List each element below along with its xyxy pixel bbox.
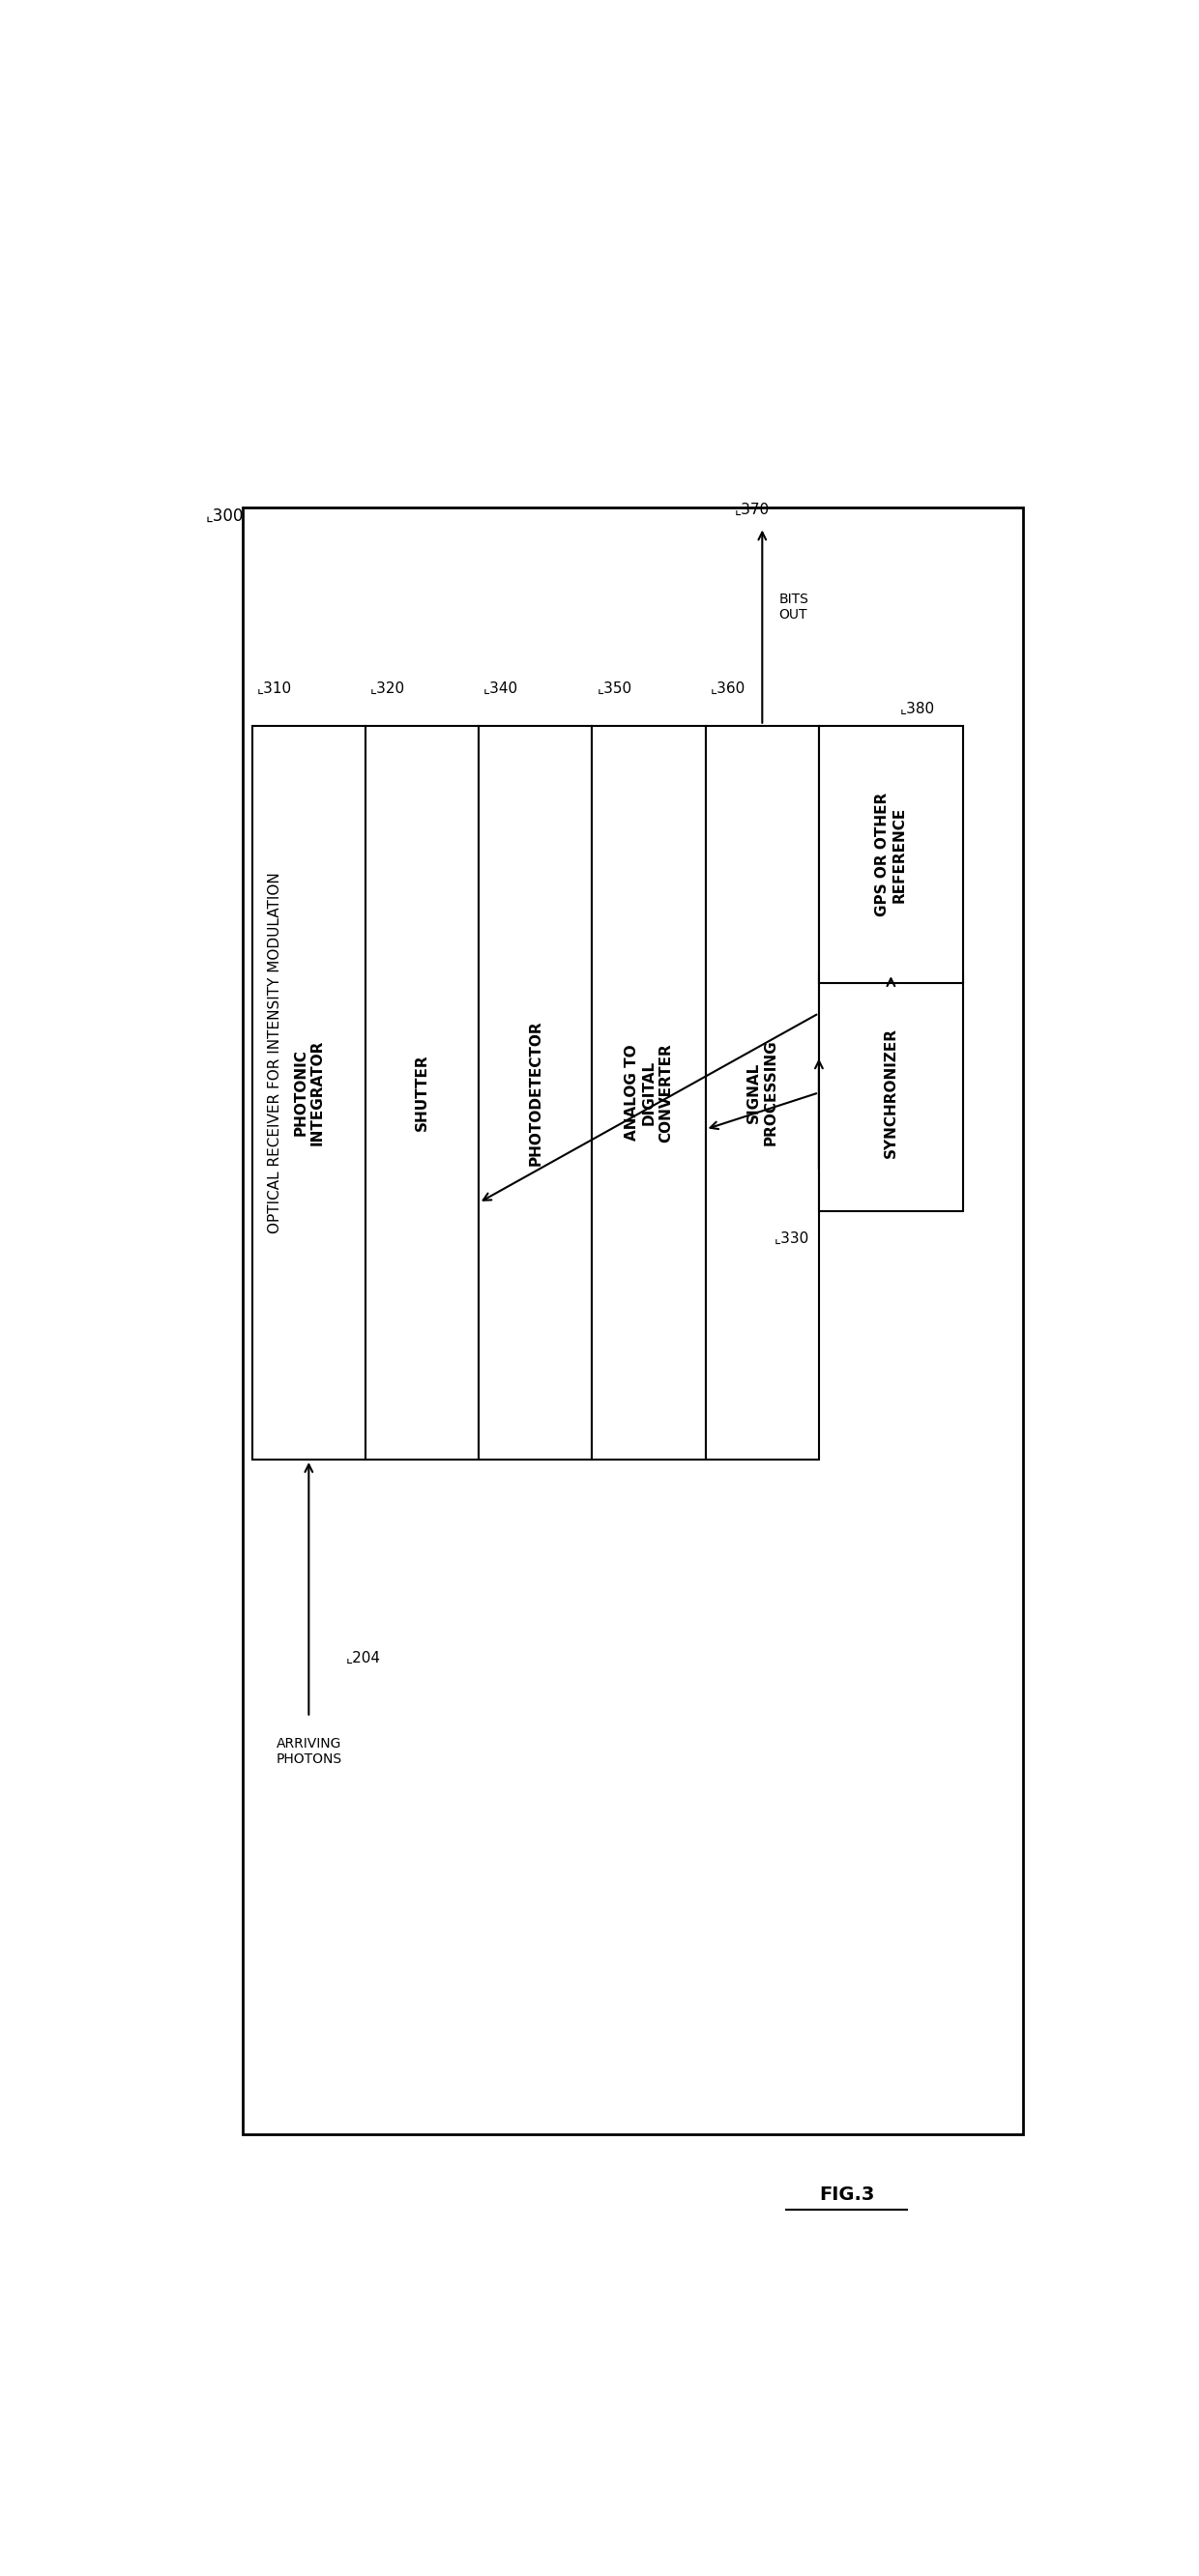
Text: GPS OR OTHER
REFERENCE: GPS OR OTHER REFERENCE bbox=[875, 793, 906, 917]
Text: ⌞310: ⌞310 bbox=[257, 683, 291, 696]
Text: ⌞370: ⌞370 bbox=[734, 502, 770, 518]
Text: BITS
OUT: BITS OUT bbox=[779, 592, 809, 621]
Text: PHOTONIC
INTEGRATOR: PHOTONIC INTEGRATOR bbox=[293, 1041, 325, 1146]
Bar bbox=[819, 726, 963, 984]
Text: ⌞380: ⌞380 bbox=[900, 701, 935, 716]
Text: ⌞204: ⌞204 bbox=[347, 1651, 381, 1664]
Bar bbox=[242, 507, 1024, 2133]
Text: ANALOG TO
DIGITAL
CONVERTER: ANALOG TO DIGITAL CONVERTER bbox=[625, 1043, 673, 1141]
Bar bbox=[819, 974, 963, 1211]
Bar bbox=[705, 726, 819, 1461]
Bar bbox=[478, 726, 592, 1461]
Text: FIG.3: FIG.3 bbox=[819, 2184, 874, 2202]
Bar bbox=[252, 726, 366, 1461]
Text: PHOTODETECTOR: PHOTODETECTOR bbox=[529, 1020, 543, 1164]
Text: ⌞320: ⌞320 bbox=[370, 683, 405, 696]
Bar bbox=[592, 726, 705, 1461]
Text: SYNCHRONIZER: SYNCHRONIZER bbox=[884, 1028, 898, 1157]
Text: ⌞300: ⌞300 bbox=[206, 507, 243, 526]
Text: SIGNAL
PROCESSING: SIGNAL PROCESSING bbox=[747, 1041, 778, 1146]
Text: OPTICAL RECEIVER FOR INTENSITY MODULATION: OPTICAL RECEIVER FOR INTENSITY MODULATIO… bbox=[269, 873, 283, 1234]
Text: ⌞360: ⌞360 bbox=[710, 683, 746, 696]
Text: SHUTTER: SHUTTER bbox=[415, 1054, 429, 1131]
Text: ARRIVING
PHOTONS: ARRIVING PHOTONS bbox=[276, 1736, 342, 1767]
Text: ⌞330: ⌞330 bbox=[775, 1231, 809, 1247]
Text: ⌞350: ⌞350 bbox=[597, 683, 632, 696]
Text: ⌞340: ⌞340 bbox=[483, 683, 518, 696]
Bar bbox=[366, 726, 478, 1461]
